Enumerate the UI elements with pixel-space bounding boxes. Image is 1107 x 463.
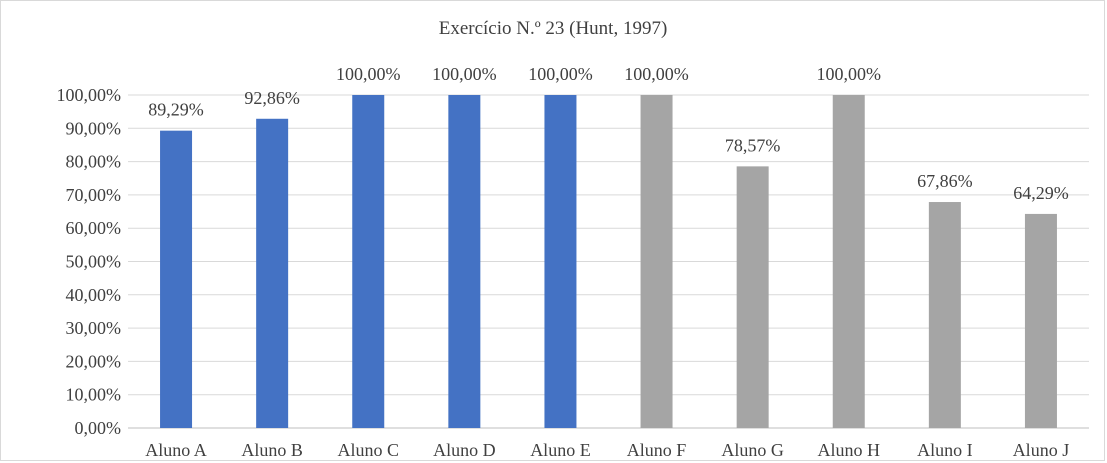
bar-aluno-b [256, 119, 288, 428]
y-tick-label: 10,00% [66, 385, 122, 405]
bar-aluno-d [448, 95, 480, 428]
y-tick-label: 50,00% [66, 252, 122, 272]
data-label: 100,00% [624, 64, 689, 84]
chart-title: Exercício N.º 23 (Hunt, 1997) [439, 18, 668, 39]
bar-aluno-i [929, 202, 961, 428]
bar-aluno-c [352, 95, 384, 428]
y-tick-label: 40,00% [66, 285, 122, 305]
data-label: 92,86% [244, 88, 300, 108]
x-tick-label: Aluno E [530, 440, 591, 460]
y-tick-label: 90,00% [66, 118, 122, 138]
x-tick-label: Aluno F [627, 440, 687, 460]
x-tick-label: Aluno J [1013, 440, 1070, 460]
data-label: 100,00% [336, 64, 401, 84]
x-tick-label: Aluno G [721, 440, 784, 460]
bar-aluno-e [544, 95, 576, 428]
y-tick-label: 30,00% [66, 318, 122, 338]
data-label: 100,00% [432, 64, 497, 84]
y-axis-ticks: 0,00% 10,00% 20,00% 30,00% 40,00% 50,00% 60,00… [57, 85, 122, 438]
data-label: 89,29% [148, 100, 204, 120]
y-tick-label: 0,00% [75, 418, 122, 438]
y-tick-label: 100,00% [57, 85, 122, 105]
x-tick-label: Aluno D [433, 440, 496, 460]
bar-aluno-j [1025, 214, 1057, 428]
x-axis-ticks: Aluno A Aluno B Aluno C Aluno D Aluno E Aluno… [145, 440, 1069, 460]
x-tick-label: Aluno C [337, 440, 399, 460]
bar-aluno-h [833, 95, 865, 428]
data-label: 78,57% [725, 135, 781, 155]
bar-aluno-a [160, 131, 192, 428]
data-label: 67,86% [917, 171, 973, 191]
y-tick-label: 20,00% [66, 351, 122, 371]
x-tick-label: Aluno I [917, 440, 973, 460]
bar-aluno-f [641, 95, 673, 428]
x-tick-label: Aluno A [145, 440, 207, 460]
x-tick-label: Aluno H [818, 440, 881, 460]
data-label: 100,00% [528, 64, 593, 84]
data-label: 64,29% [1013, 183, 1069, 203]
bar-aluno-g [737, 166, 769, 428]
data-label: 100,00% [817, 64, 882, 84]
x-tick-label: Aluno B [241, 440, 303, 460]
y-tick-label: 70,00% [66, 185, 122, 205]
y-tick-label: 60,00% [66, 218, 122, 238]
y-tick-label: 80,00% [66, 152, 122, 172]
